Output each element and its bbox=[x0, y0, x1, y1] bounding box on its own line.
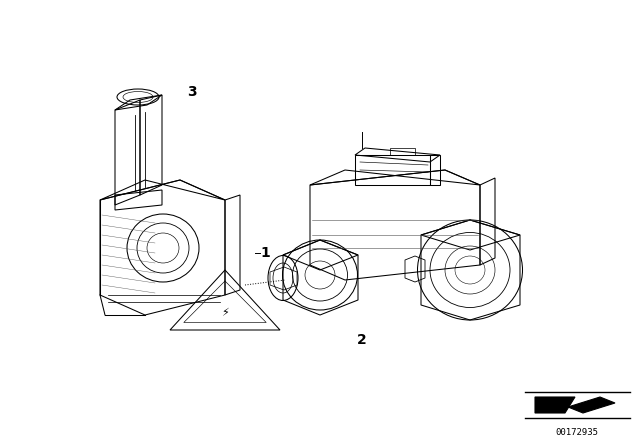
Polygon shape bbox=[535, 397, 575, 413]
Text: 3: 3 bbox=[187, 85, 197, 99]
Text: 1: 1 bbox=[260, 246, 271, 260]
Text: ⚡: ⚡ bbox=[221, 308, 229, 318]
Polygon shape bbox=[568, 397, 615, 413]
Text: 2: 2 bbox=[356, 333, 367, 348]
Text: 00172935: 00172935 bbox=[556, 428, 598, 437]
